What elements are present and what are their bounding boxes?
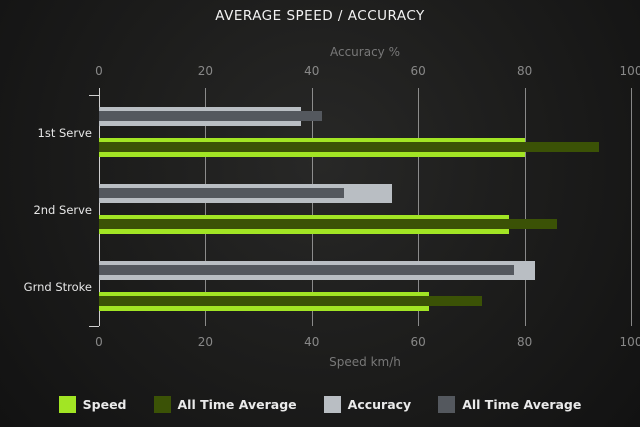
bottom-axis-tick-label: 100 [619,335,640,349]
bar-speed-all-time-average [99,142,600,152]
bottom-axis-tick-label: 80 [516,335,533,349]
category-label: 1st Serve [37,126,92,140]
bottom-axis-corner-tick [89,326,99,327]
top-axis-tick-label: 20 [197,64,214,78]
bar-speed-all-time-average [99,219,557,229]
bottom-axis-tick-label: 40 [304,335,320,349]
legend-item-speed[interactable]: Speed [58,396,127,413]
legend-swatch [438,396,456,413]
category-label: 2nd Serve [33,203,92,217]
top-axis-tick-label: 40 [304,64,320,78]
legend-swatch [323,396,341,413]
top-axis-tick-label: 80 [516,64,533,78]
value-axis-line [99,88,100,326]
bar-accuracy-all-time-average [99,188,344,198]
legend: Speed All Time Average Accuracy All Time Av… [0,396,640,413]
legend-swatch [58,396,76,413]
legend-label: All Time Average [177,397,297,412]
top-axis-tick-label: 100 [619,64,640,78]
legend-label: All Time Average [462,397,582,412]
legend-label: Speed [82,397,127,412]
legend-swatch [153,396,171,413]
bar-speed-all-time-average [99,296,483,306]
gridline [525,88,526,326]
legend-label: Accuracy [347,397,412,412]
top-axis-title: Accuracy % [329,45,400,59]
top-axis-tick-label: 0 [95,64,103,78]
gridline [631,88,632,326]
bar-accuracy-all-time-average [99,265,514,275]
bottom-axis-tick-label: 0 [95,335,103,349]
bottom-axis-tick-label: 20 [197,335,214,349]
bottom-axis-tick-label: 60 [410,335,426,349]
legend-item-all-time-average[interactable]: All Time Average [153,396,297,413]
gridline [205,88,206,326]
legend-item-accuracy[interactable]: Accuracy [323,396,412,413]
bar-accuracy-all-time-average [99,111,323,121]
gridline [312,88,313,326]
category-label: Grnd Stroke [23,280,92,294]
chart-title: AVERAGE SPEED / ACCURACY [215,8,425,24]
bottom-axis-title: Speed km/h [329,355,401,369]
legend-item-all-time-average[interactable]: All Time Average [438,396,581,413]
gridline [418,88,419,326]
top-axis-tick-label: 60 [410,64,426,78]
top-axis-corner-tick [89,95,99,96]
